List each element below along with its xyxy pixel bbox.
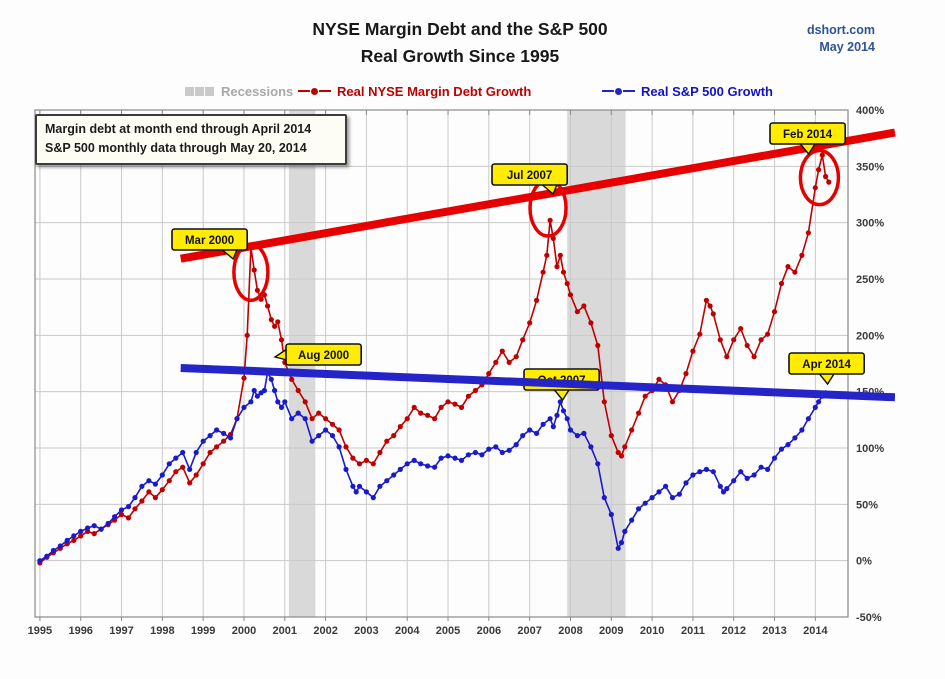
y-tick-label: 250%	[856, 274, 884, 286]
y-tick-label: 100%	[856, 443, 884, 455]
legend-item-recessions: Recessions	[185, 83, 293, 99]
y-tick-label: 200%	[856, 330, 884, 342]
source-attribution: dshort.com May 2014	[807, 22, 875, 56]
recession-swatch-icon	[185, 86, 214, 96]
recession-band	[567, 110, 626, 617]
callout-label: Apr 2014	[802, 359, 851, 371]
legend-margin-debt-label: Real NYSE Margin Debt Growth	[337, 83, 532, 99]
note-line1: Margin debt at month end through April 2…	[45, 122, 312, 136]
y-tick-label: 350%	[856, 161, 884, 173]
y-tick-label: 400%	[856, 105, 884, 117]
legend-recessions-label: Recessions	[221, 83, 294, 99]
x-tick-label: 1996	[68, 625, 92, 637]
y-tick-label: -50%	[856, 612, 882, 624]
callout-apr-2014: Apr 2014	[788, 352, 865, 386]
callout-aug-2000: Aug 2000	[273, 343, 362, 366]
callout-mar-2000: Mar 2000	[171, 228, 248, 261]
callout-jul-2007: Jul 2007	[491, 163, 568, 196]
x-tick-label: 2003	[354, 625, 378, 637]
mar-2000-circle	[232, 242, 270, 302]
callout-label: Mar 2000	[185, 235, 234, 247]
y-tick-label: 50%	[856, 499, 878, 511]
margin-debt-series	[37, 152, 832, 566]
x-tick-label: 2002	[313, 625, 337, 637]
y-tick-label: 0%	[856, 556, 872, 568]
x-tick-label: 2010	[640, 625, 664, 637]
legend-sp500-label: Real S&P 500 Growth	[641, 83, 773, 99]
x-tick-label: 2007	[517, 625, 541, 637]
x-tick-label: 2004	[395, 625, 420, 637]
x-tick-label: 1997	[109, 625, 133, 637]
margin-debt-line-marker-icon	[298, 87, 331, 95]
x-tick-label: 2000	[232, 625, 256, 637]
x-tick-label: 2006	[477, 625, 501, 637]
callout-label: Aug 2000	[298, 350, 349, 362]
note-line2: S&P 500 monthly data through May 20, 201…	[45, 141, 307, 155]
x-tick-label: 1998	[150, 625, 174, 637]
y-tick-label: 300%	[856, 218, 884, 230]
x-tick-label: 1999	[191, 625, 215, 637]
x-tick-label: 2011	[681, 625, 705, 637]
callout-label: Feb 2014	[783, 129, 833, 141]
margin-debt-trendline	[180, 128, 896, 263]
sp500-line-marker-icon	[602, 87, 635, 95]
source-date: May 2014	[819, 40, 875, 54]
sp500-trendline	[180, 364, 896, 402]
callout-label: Jul 2007	[507, 170, 552, 182]
sp500-series	[37, 369, 832, 564]
x-tick-label: 2005	[436, 625, 460, 637]
x-tick-label: 2014	[803, 625, 828, 637]
gridlines	[34, 109, 849, 621]
x-tick-label: 2008	[558, 625, 582, 637]
feb-2014-circle	[798, 148, 841, 207]
chart-title-line1: NYSE Margin Debt and the S&P 500	[312, 19, 608, 39]
legend-item-sp500: Real S&P 500 Growth	[602, 83, 773, 99]
chart-title-line2: Real Growth Since 1995	[360, 46, 560, 66]
data-note-box: Margin debt at month end through April 2…	[35, 114, 347, 165]
x-tick-label: 2012	[721, 625, 745, 637]
callout-feb-2014: Feb 2014	[769, 122, 846, 156]
legend-item-margin-debt: Real NYSE Margin Debt Growth	[298, 83, 531, 99]
x-tick-label: 2013	[762, 625, 786, 637]
x-tick-label: 2001	[273, 625, 297, 637]
source-site: dshort.com	[806, 23, 875, 37]
chart-title: NYSE Margin Debt and the S&P 500 Real Gr…	[0, 16, 920, 70]
x-tick-label: 2009	[599, 625, 623, 637]
x-tick-label: 1995	[28, 625, 52, 637]
axis-tick-labels: 1995 1996 1997 1998 1999 2000 2001 2002 2003 2004…	[28, 105, 885, 637]
